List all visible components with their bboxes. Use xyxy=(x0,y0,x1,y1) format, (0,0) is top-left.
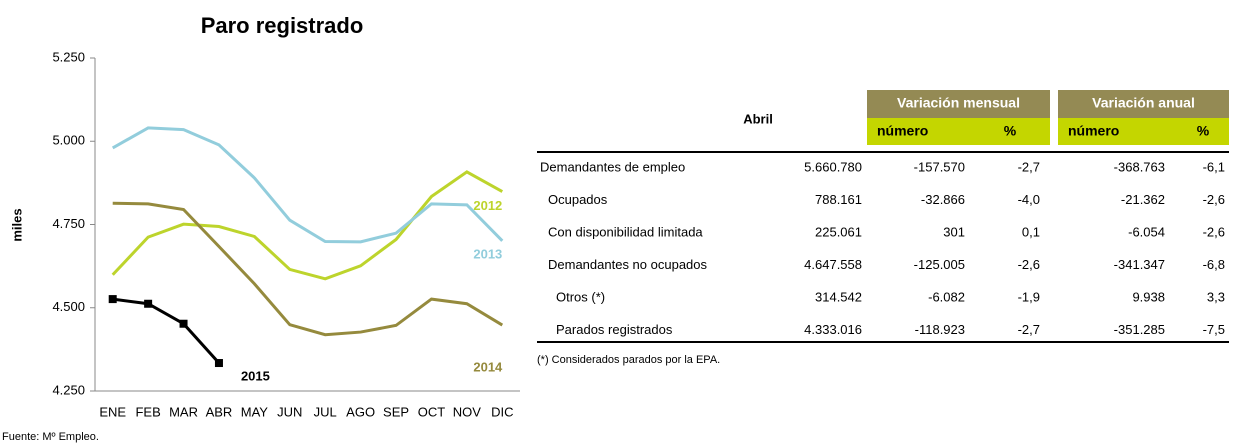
row-label: Parados registrados xyxy=(556,322,673,337)
series-label: 2012 xyxy=(473,198,502,213)
cell: -368.763 xyxy=(1114,159,1165,174)
table-note: (*) Considerados parados por la EPA. xyxy=(537,354,720,366)
row-label: Otros (*) xyxy=(556,289,605,304)
row-label: Demandantes no ocupados xyxy=(548,257,708,272)
cell: -341.347 xyxy=(1114,257,1165,272)
cell: -2,6 xyxy=(1203,224,1225,239)
cell: 0,1 xyxy=(1022,224,1040,239)
series-label: 2015 xyxy=(241,368,270,383)
row-label: Con disponibilidad limitada xyxy=(548,224,703,239)
group-header-bg xyxy=(1058,90,1229,118)
x-tick-label: AGO xyxy=(346,404,375,419)
y-tick-label: 4.500 xyxy=(52,299,85,314)
subheader: % xyxy=(1004,123,1017,139)
chart-title: Paro registrado xyxy=(201,13,364,38)
cell: -1,9 xyxy=(1018,289,1040,304)
series-line xyxy=(111,126,504,244)
cell: 5.660.780 xyxy=(804,159,862,174)
cell: -21.362 xyxy=(1121,192,1165,207)
cell: -6,8 xyxy=(1203,257,1225,272)
y-tick-label: 5.250 xyxy=(52,49,85,64)
y-tick-label: 4.750 xyxy=(52,216,85,231)
cell: -2,6 xyxy=(1203,192,1225,207)
x-tick-label: FEB xyxy=(135,404,160,419)
series-line xyxy=(112,297,221,365)
cell: -32.866 xyxy=(921,192,965,207)
point xyxy=(144,299,153,308)
cell: 9.938 xyxy=(1132,289,1165,304)
subheader: número xyxy=(877,123,928,139)
cell: -7,5 xyxy=(1203,322,1225,337)
group-header: Variación anual xyxy=(1092,95,1195,111)
y-axis-label: miles xyxy=(9,208,24,241)
cell: 3,3 xyxy=(1207,289,1225,304)
subheader: % xyxy=(1197,123,1210,139)
cell: -2,7 xyxy=(1018,322,1040,337)
point xyxy=(108,295,117,304)
cell: 4.647.558 xyxy=(804,257,862,272)
cell: -157.570 xyxy=(914,159,965,174)
cell: 4.333.016 xyxy=(804,322,862,337)
x-tick-label: ENE xyxy=(99,404,126,419)
cell: -351.285 xyxy=(1114,322,1165,337)
series-label: 2014 xyxy=(473,360,503,375)
x-tick-label: SEP xyxy=(383,404,409,419)
x-tick-label: NOV xyxy=(453,404,482,419)
group-header: Variación mensual xyxy=(897,95,1020,111)
cell: -2,6 xyxy=(1018,257,1040,272)
subheader-bg xyxy=(867,118,1050,145)
cell: 301 xyxy=(943,224,965,239)
group-header-bg xyxy=(867,90,1050,118)
x-tick-label: MAY xyxy=(241,404,269,419)
x-tick-label: OCT xyxy=(418,404,446,419)
cell: -6.054 xyxy=(1128,224,1165,239)
x-tick-label: ABR xyxy=(206,404,233,419)
cell: -118.923 xyxy=(915,322,965,337)
cell: 788.161 xyxy=(815,192,862,207)
cell: -4,0 xyxy=(1018,192,1040,207)
subheader-bg xyxy=(1058,118,1229,145)
y-tick-label: 5.000 xyxy=(52,133,85,148)
series-label: 2013 xyxy=(473,246,502,261)
x-tick-label: DIC xyxy=(491,404,513,419)
cell: -2,7 xyxy=(1018,159,1040,174)
subheader: número xyxy=(1068,123,1119,139)
y-tick-label: 4.250 xyxy=(52,382,85,397)
x-tick-label: JUL xyxy=(314,404,337,419)
cell: -6,1 xyxy=(1203,159,1225,174)
table-header: Abril xyxy=(743,111,773,126)
cell: 225.061 xyxy=(815,224,862,239)
x-tick-label: MAR xyxy=(169,404,198,419)
cell: -125.005 xyxy=(914,257,965,272)
source: Fuente: Mº Empleo. xyxy=(2,431,99,443)
row-label: Ocupados xyxy=(548,192,608,207)
point xyxy=(179,319,188,328)
cell: 314.542 xyxy=(815,289,862,304)
row-label: Demandantes de empleo xyxy=(540,159,685,174)
x-tick-label: JUN xyxy=(277,404,302,419)
cell: -6.082 xyxy=(928,289,965,304)
point xyxy=(214,359,223,368)
series-line xyxy=(111,170,504,281)
series-line xyxy=(112,201,504,337)
